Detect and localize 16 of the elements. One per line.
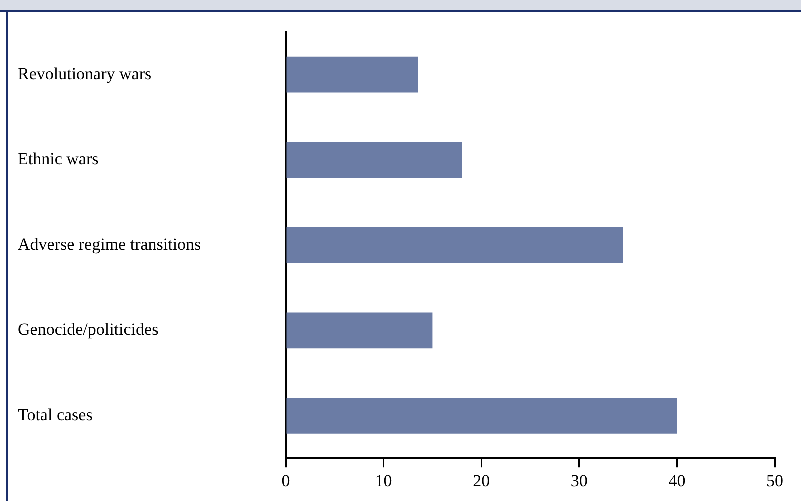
bar (286, 142, 462, 178)
x-tick-label: 0 (282, 471, 290, 490)
x-tick-label: 10 (375, 471, 392, 490)
y-tick-label: Total cases (18, 405, 93, 424)
bar (286, 56, 418, 93)
y-tick-label: Genocide/politicides (18, 320, 159, 340)
bar (286, 312, 433, 349)
x-tick-label: 20 (473, 471, 490, 490)
y-tick-label: Revolutionary wars (18, 64, 152, 84)
y-tick-label: Adverse regime transitions (18, 234, 202, 254)
x-tick-label: 30 (570, 471, 588, 490)
bar (286, 227, 624, 264)
y-tick-label: Ethnic wars (18, 150, 99, 169)
x-tick-label: 50 (766, 471, 784, 490)
bar (286, 398, 678, 434)
x-tick-label: 40 (668, 471, 686, 490)
